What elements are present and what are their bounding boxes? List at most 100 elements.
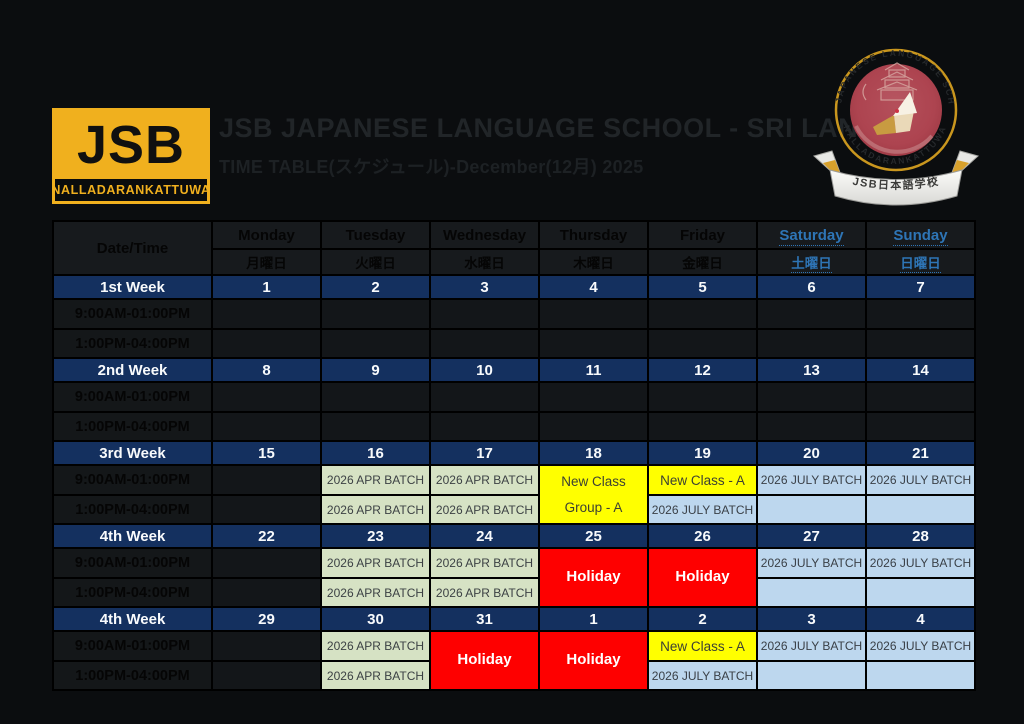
slot-cell: 2026 JULY BATCH xyxy=(756,547,867,579)
date-cell: 15 xyxy=(211,440,322,466)
day-header-jp-label: 木曜日 xyxy=(573,256,614,271)
day-header-jp-label: 金曜日 xyxy=(682,256,723,271)
slot-cell-text: Holiday xyxy=(566,568,621,586)
slot-cell xyxy=(320,411,431,442)
slot-cell xyxy=(865,660,976,691)
day-header-jp-monday: 月曜日 xyxy=(211,248,322,276)
slot-row-pm-week4: 1:00PM-04:00PM 2026 APR BATCH 2026 APR BAT… xyxy=(52,577,976,608)
slot-cell: New Class - A xyxy=(647,464,758,496)
slot-cell xyxy=(756,298,867,330)
slot-cell-merged: Holiday xyxy=(538,630,649,691)
school-emblem: JSB JAPANESE LANGUAGE SCHOOL NALLADARANK… xyxy=(796,14,992,210)
slot-cell xyxy=(211,577,322,608)
date-cell: 22 xyxy=(211,523,322,549)
slot-cell xyxy=(211,411,322,442)
day-header-wednesday: Wednesday xyxy=(429,220,540,250)
week-label: 1st Week xyxy=(52,274,213,300)
time-slot-label: 1:00PM-04:00PM xyxy=(52,411,213,442)
corner-date-time: Date/Time xyxy=(52,220,213,276)
date-cell: 3 xyxy=(429,274,540,300)
emblem-gold-ring xyxy=(834,48,958,172)
slot-cell-merged: Holiday xyxy=(647,547,758,608)
slot-cell xyxy=(538,411,649,442)
slot-row-am-week1: 9:00AM-01:00PM xyxy=(52,298,976,330)
slot-row-pm-week1: 1:00PM-04:00PM xyxy=(52,328,976,359)
day-header-label: Sunday xyxy=(893,226,948,246)
day-header-label: Tuesday xyxy=(345,226,406,244)
slot-cell-merged: Holiday xyxy=(538,547,649,608)
day-header-jp-row: 月曜日 火曜日 水曜日 木曜日 金曜日 土曜日 日曜日 xyxy=(53,248,976,276)
emblem-ribbon: JSB日本語学校 xyxy=(812,150,980,206)
time-slot-label: 9:00AM-01:00PM xyxy=(52,547,213,579)
slot-cell: 2026 APR BATCH xyxy=(320,494,431,525)
slot-cell xyxy=(211,547,322,579)
slot-cell xyxy=(756,381,867,413)
date-cell: 27 xyxy=(756,523,867,549)
time-slot-label: 1:00PM-04:00PM xyxy=(52,328,213,359)
slot-cell xyxy=(756,411,867,442)
slot-cell-text: Holiday xyxy=(457,651,512,669)
origami-crane-icon xyxy=(873,92,917,135)
day-header-jp-thursday: 木曜日 xyxy=(538,248,649,276)
slot-cell xyxy=(211,630,322,662)
slot-cell xyxy=(647,381,758,413)
emblem-ribbon-text: JSB日本語学校 xyxy=(852,174,941,192)
page-title: JSB JAPANESE LANGUAGE SCHOOL - SRI LANKA xyxy=(219,113,899,143)
date-cell: 4 xyxy=(538,274,649,300)
slot-cell xyxy=(756,660,867,691)
week-label: 3rd Week xyxy=(52,440,213,466)
date-cell: 24 xyxy=(429,523,540,549)
slot-row-pm-week3: 1:00PM-04:00PM 2026 APR BATCH 2026 APR BAT… xyxy=(52,494,976,525)
date-cell: 21 xyxy=(865,440,976,466)
slot-row-pm-week5: 1:00PM-04:00PM 2026 APR BATCH 2026 JULY BA… xyxy=(52,660,976,691)
slot-cell: 2026 APR BATCH xyxy=(429,464,540,496)
time-slot-label: 9:00AM-01:00PM xyxy=(52,464,213,496)
day-header-row: Date/Time Monday Tuesday Wednesday Thursday F… xyxy=(52,220,976,276)
slot-row-am-week2: 9:00AM-01:00PM xyxy=(52,381,976,413)
week-row-1: 1st Week 1 2 3 4 5 6 7 xyxy=(52,274,976,300)
date-cell: 12 xyxy=(647,357,758,383)
slot-cell: 2026 JULY BATCH xyxy=(647,660,758,691)
slot-cell xyxy=(865,494,976,525)
day-header-label: Friday xyxy=(679,226,725,244)
time-slot-label: 9:00AM-01:00PM xyxy=(52,381,213,413)
slot-cell: 2026 JULY BATCH xyxy=(865,547,976,579)
day-header-jp-friday: 金曜日 xyxy=(647,248,758,276)
time-slot-label: 1:00PM-04:00PM xyxy=(52,660,213,691)
day-header-saturday: Saturday xyxy=(756,220,867,250)
slot-cell xyxy=(865,381,976,413)
date-cell: 25 xyxy=(538,523,649,549)
slot-cell-merged: Holiday xyxy=(429,630,540,691)
slot-cell xyxy=(647,328,758,359)
time-slot-label: 9:00AM-01:00PM xyxy=(52,630,213,662)
slot-cell xyxy=(320,381,431,413)
day-header-tuesday: Tuesday xyxy=(320,220,431,250)
slot-cell: New Class - A xyxy=(647,630,758,662)
slot-cell xyxy=(429,381,540,413)
day-header-friday: Friday xyxy=(647,220,758,250)
day-header-label: Saturday xyxy=(779,226,844,246)
slot-cell-text: New Class xyxy=(561,473,626,489)
slot-cell-text: Holiday xyxy=(675,568,730,586)
slot-cell: 2026 APR BATCH xyxy=(320,660,431,691)
day-header-jp-sunday: 日曜日 xyxy=(865,248,976,276)
week-label: 4th Week xyxy=(52,606,213,632)
date-cell: 31 xyxy=(429,606,540,632)
date-cell: 3 xyxy=(756,606,867,632)
slot-cell xyxy=(865,577,976,608)
slot-cell: 2026 APR BATCH xyxy=(320,547,431,579)
date-cell: 16 xyxy=(320,440,431,466)
slot-cell xyxy=(647,411,758,442)
title-block: JSB JAPANESE LANGUAGE SCHOOL - SRI LANKA… xyxy=(219,113,899,179)
date-cell: 5 xyxy=(647,274,758,300)
date-cell: 2 xyxy=(647,606,758,632)
day-header-jp-label: 日曜日 xyxy=(900,256,941,273)
slot-cell: 2026 APR BATCH xyxy=(320,577,431,608)
date-cell: 14 xyxy=(865,357,976,383)
time-slot-label: 1:00PM-04:00PM xyxy=(52,577,213,608)
school-emblem-graphic: JSB JAPANESE LANGUAGE SCHOOL NALLADARANK… xyxy=(796,14,980,206)
slot-cell xyxy=(211,494,322,525)
slot-row-am-week5: 9:00AM-01:00PM 2026 APR BATCH Holiday Holid… xyxy=(52,630,976,691)
day-header-thursday: Thursday xyxy=(538,220,649,250)
date-cell: 13 xyxy=(756,357,867,383)
